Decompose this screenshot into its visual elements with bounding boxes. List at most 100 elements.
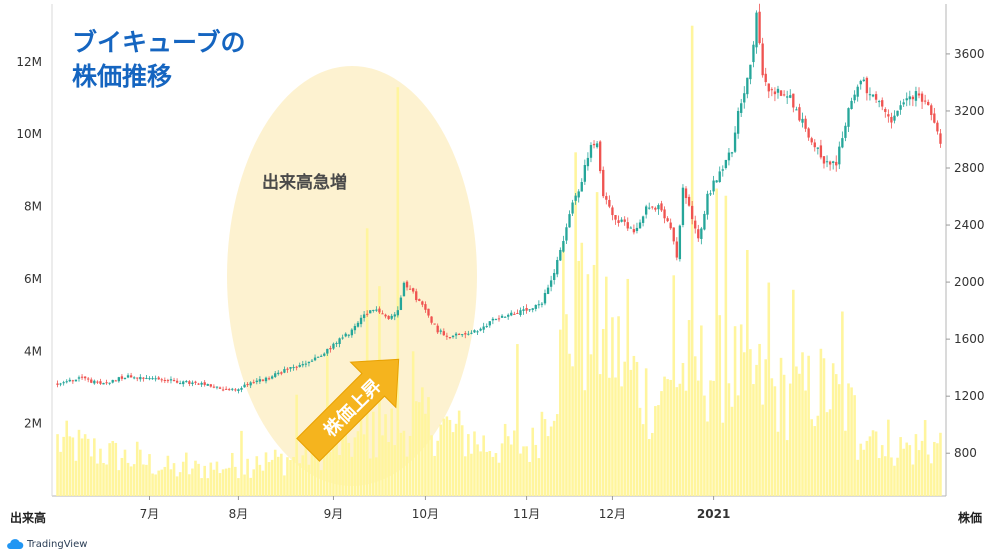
candle-body bbox=[375, 309, 378, 311]
candle bbox=[933, 107, 936, 124]
volume-bar bbox=[292, 456, 295, 496]
candle-body bbox=[595, 143, 599, 148]
volume-bar bbox=[368, 458, 372, 496]
candle bbox=[212, 384, 216, 389]
volume-bar bbox=[206, 478, 210, 496]
price-tick-label: 1600 bbox=[954, 332, 985, 346]
volume-bar bbox=[773, 386, 777, 496]
volume-bar bbox=[706, 421, 709, 496]
candle-body bbox=[770, 89, 774, 91]
candle-body bbox=[819, 145, 823, 158]
candle-body bbox=[807, 128, 810, 138]
volume-bar bbox=[767, 282, 771, 496]
candle bbox=[629, 226, 632, 229]
candle bbox=[375, 306, 378, 312]
candle-body bbox=[316, 356, 320, 358]
candle bbox=[243, 382, 246, 388]
candle-body bbox=[451, 335, 455, 338]
candle-body bbox=[96, 381, 99, 383]
candle-body bbox=[415, 291, 418, 301]
candle bbox=[353, 323, 357, 334]
candle bbox=[307, 361, 311, 367]
candle bbox=[372, 309, 375, 313]
candle bbox=[126, 373, 130, 379]
volume-bar bbox=[359, 420, 363, 496]
candle bbox=[792, 93, 795, 113]
candle bbox=[292, 364, 295, 371]
volume-bar bbox=[114, 442, 118, 496]
candle bbox=[592, 140, 596, 149]
volume-bar bbox=[310, 451, 314, 496]
volume-bar bbox=[739, 324, 743, 496]
volume-bar bbox=[89, 456, 93, 496]
candle bbox=[123, 377, 127, 380]
volume-bar bbox=[583, 390, 587, 496]
volume-bar bbox=[215, 461, 219, 496]
candle-body bbox=[105, 382, 108, 384]
candle bbox=[549, 275, 553, 292]
volume-bar bbox=[384, 414, 387, 496]
candle bbox=[574, 193, 577, 205]
price-tick-label: 3200 bbox=[954, 104, 985, 118]
candle-body bbox=[123, 377, 127, 379]
candle bbox=[418, 298, 421, 302]
candle bbox=[507, 313, 510, 320]
volume-bar bbox=[880, 445, 884, 496]
candle-body bbox=[801, 118, 804, 123]
candle bbox=[577, 189, 580, 203]
candle bbox=[289, 367, 292, 372]
volume-bar bbox=[454, 423, 458, 496]
candle bbox=[804, 115, 807, 132]
candle-body bbox=[672, 227, 675, 242]
volume-bar bbox=[718, 315, 722, 496]
volume-bar bbox=[905, 442, 909, 496]
candle-body bbox=[390, 315, 393, 319]
candle-body bbox=[301, 364, 304, 366]
volume-bar bbox=[727, 383, 731, 496]
volume-bar bbox=[816, 415, 820, 496]
candle bbox=[335, 341, 338, 348]
candle-body bbox=[304, 363, 308, 365]
candle-body bbox=[881, 100, 884, 107]
candle-body bbox=[488, 321, 491, 326]
candle-body bbox=[632, 229, 636, 233]
candle bbox=[534, 304, 537, 312]
volume-bar bbox=[194, 460, 197, 496]
candle bbox=[844, 122, 847, 142]
volume-bar bbox=[629, 369, 633, 496]
candle-body bbox=[779, 90, 783, 96]
candle-body bbox=[77, 377, 81, 379]
candle bbox=[743, 86, 746, 109]
time-tick-label: 12月 bbox=[599, 507, 626, 521]
candle-body bbox=[589, 145, 593, 158]
candle bbox=[727, 147, 731, 166]
candle-body bbox=[289, 367, 292, 369]
candle bbox=[503, 316, 507, 318]
candle-body bbox=[197, 383, 200, 385]
candle-body bbox=[773, 91, 777, 95]
volume-bar bbox=[276, 456, 280, 496]
candle-body bbox=[212, 386, 216, 388]
candle-body bbox=[313, 357, 317, 361]
candle bbox=[120, 374, 124, 381]
candle-body bbox=[611, 207, 614, 216]
candle bbox=[59, 382, 62, 387]
candle-body bbox=[838, 146, 841, 165]
tradingview-logo[interactable]: TradingView bbox=[6, 538, 87, 550]
candle bbox=[366, 310, 369, 317]
candle bbox=[151, 376, 154, 380]
candle bbox=[920, 91, 924, 109]
candle-body bbox=[461, 334, 464, 336]
volume-bar bbox=[589, 354, 593, 496]
candle bbox=[430, 316, 433, 325]
candle bbox=[96, 380, 99, 385]
volume-bar bbox=[240, 430, 243, 496]
volume-bar bbox=[733, 326, 737, 496]
candle bbox=[767, 83, 770, 99]
candle-body bbox=[798, 107, 801, 121]
candle-body bbox=[136, 377, 139, 379]
candle-body bbox=[828, 161, 832, 165]
volume-bar bbox=[393, 445, 397, 496]
candle bbox=[234, 387, 237, 392]
volume-bar bbox=[644, 368, 648, 496]
